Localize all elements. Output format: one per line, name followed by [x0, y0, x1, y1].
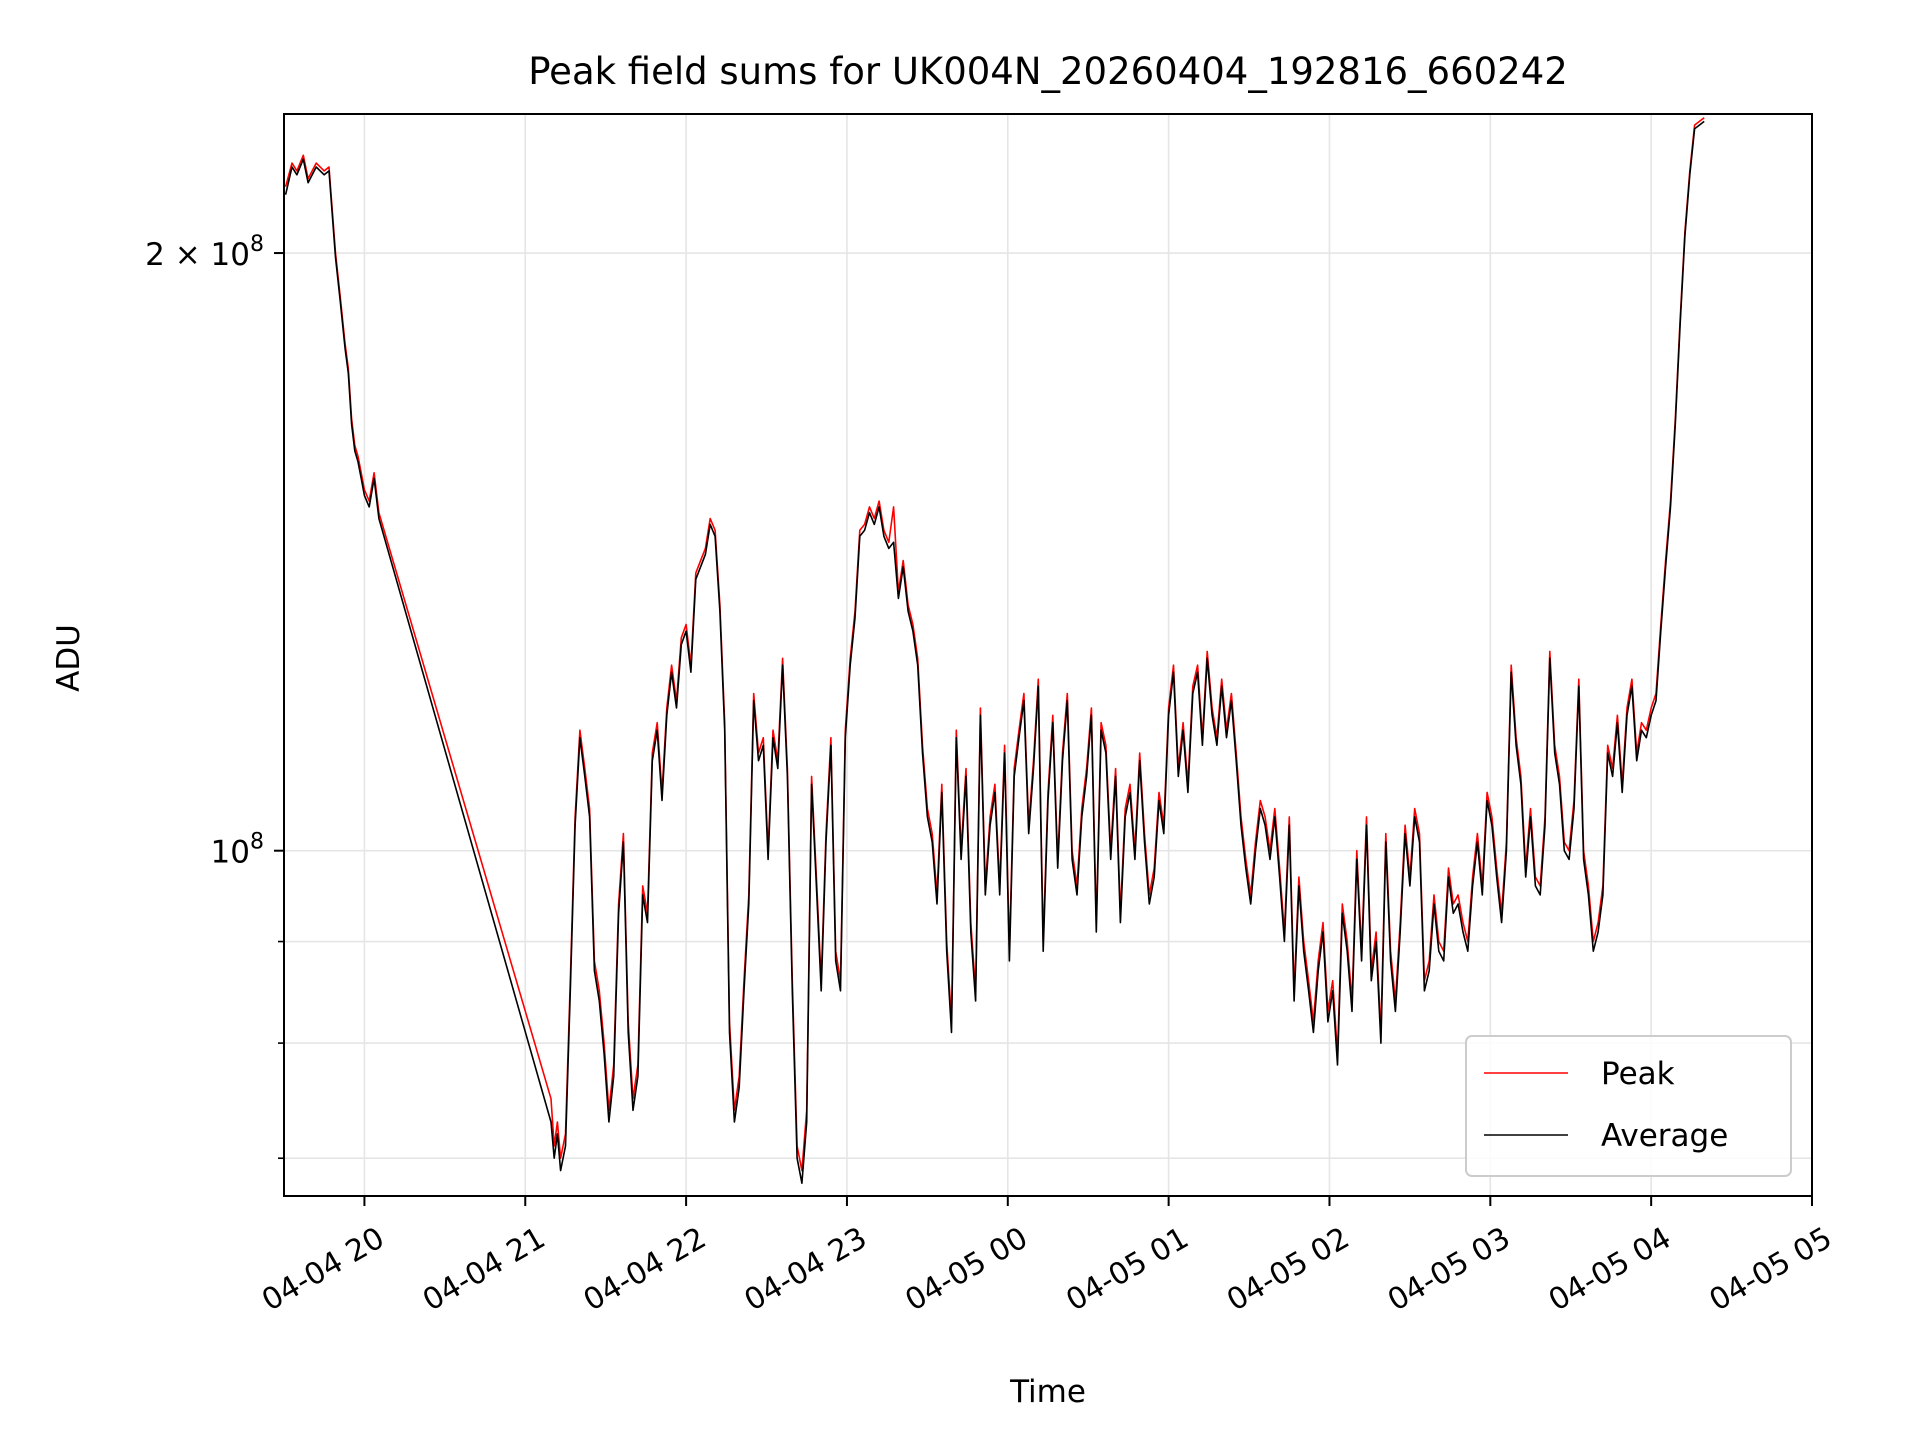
series-line-average — [284, 120, 1705, 1184]
chart-title: Peak field sums for UK004N_20260404_1928… — [528, 50, 1568, 93]
series-layer — [284, 117, 1705, 1184]
legend: Peak Average — [1465, 1035, 1792, 1177]
legend-average-label: Average — [1601, 1118, 1728, 1154]
y-tick-label: 108 — [211, 830, 264, 871]
legend-peak-label: Peak — [1601, 1056, 1675, 1092]
y-axis-label: ADU — [51, 624, 87, 692]
legend-box — [1465, 1035, 1792, 1177]
plot-frame — [283, 113, 1813, 1197]
plot-area — [284, 114, 1812, 1196]
x-axis-label: Time — [1009, 1374, 1086, 1410]
y-tick-label: 2 × 108 — [145, 232, 264, 273]
y-axis: 108 2 × 108 — [145, 232, 284, 1160]
